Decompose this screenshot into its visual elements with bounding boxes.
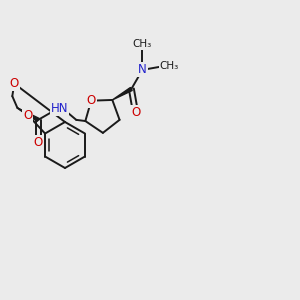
Text: O: O (131, 106, 140, 119)
Text: HN: HN (50, 102, 68, 116)
Text: O: O (10, 77, 19, 90)
Text: O: O (34, 136, 43, 149)
Text: CH₃: CH₃ (133, 39, 152, 49)
Polygon shape (112, 87, 132, 100)
Text: O: O (23, 109, 32, 122)
Polygon shape (17, 108, 39, 122)
Text: CH₃: CH₃ (160, 61, 179, 71)
Text: O: O (87, 94, 96, 107)
Text: N: N (138, 63, 147, 76)
